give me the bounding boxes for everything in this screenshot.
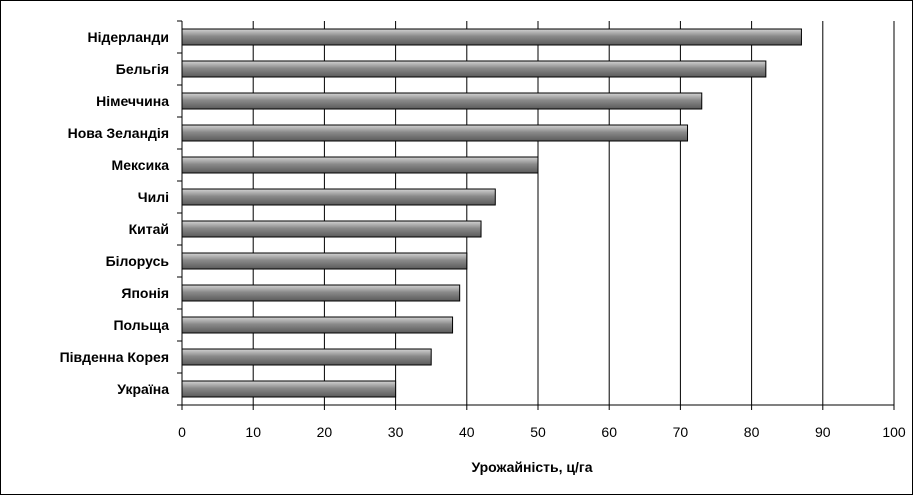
category-label-0: Нідерланди: [87, 29, 169, 45]
bar-5: [181, 188, 496, 206]
category-label-5: Чилі: [138, 189, 169, 205]
category-label-10: Південна Корея: [60, 349, 169, 365]
x-tick-label-70: 70: [673, 424, 689, 440]
category-label-9: Польща: [113, 317, 169, 333]
category-label-6: Китай: [129, 221, 169, 237]
category-label-4: Мексика: [112, 157, 170, 173]
bar-10: [181, 348, 432, 366]
x-tick-label-80: 80: [744, 424, 760, 440]
bar-11: [181, 380, 397, 398]
bar-1: [181, 60, 767, 78]
category-label-3: Нова Зеландія: [68, 125, 169, 141]
bar-3: [181, 124, 689, 142]
x-tick-label-10: 10: [245, 424, 261, 440]
x-tick-label-0: 0: [178, 424, 186, 440]
category-label-1: Бельгія: [116, 61, 169, 77]
category-label-8: Японія: [121, 285, 169, 301]
x-tick-label-100: 100: [882, 424, 906, 440]
x-tick-label-30: 30: [388, 424, 404, 440]
category-label-7: Білорусь: [106, 253, 170, 269]
gridlines: [252, 21, 895, 405]
bar-2: [181, 92, 703, 110]
bar-6: [181, 220, 482, 238]
bar-4: [181, 156, 539, 174]
bar-9: [181, 316, 454, 334]
bar-7: [181, 252, 468, 270]
x-axis-title: Урожайність, ц/га: [471, 459, 592, 475]
category-label-2: Німеччина: [96, 93, 169, 109]
axes: [177, 20, 895, 410]
bars: [181, 28, 802, 398]
bar-8: [181, 284, 461, 302]
bar-0: [181, 28, 802, 46]
labels: Нідерланди Бельгія Німеччина Нова Зеландія М…: [60, 29, 906, 440]
x-tick-label-60: 60: [601, 424, 617, 440]
x-tick-label-40: 40: [459, 424, 475, 440]
x-tick-label-90: 90: [815, 424, 831, 440]
category-label-11: Україна: [117, 381, 169, 397]
x-tick-label-50: 50: [530, 424, 546, 440]
x-tick-label-20: 20: [317, 424, 333, 440]
